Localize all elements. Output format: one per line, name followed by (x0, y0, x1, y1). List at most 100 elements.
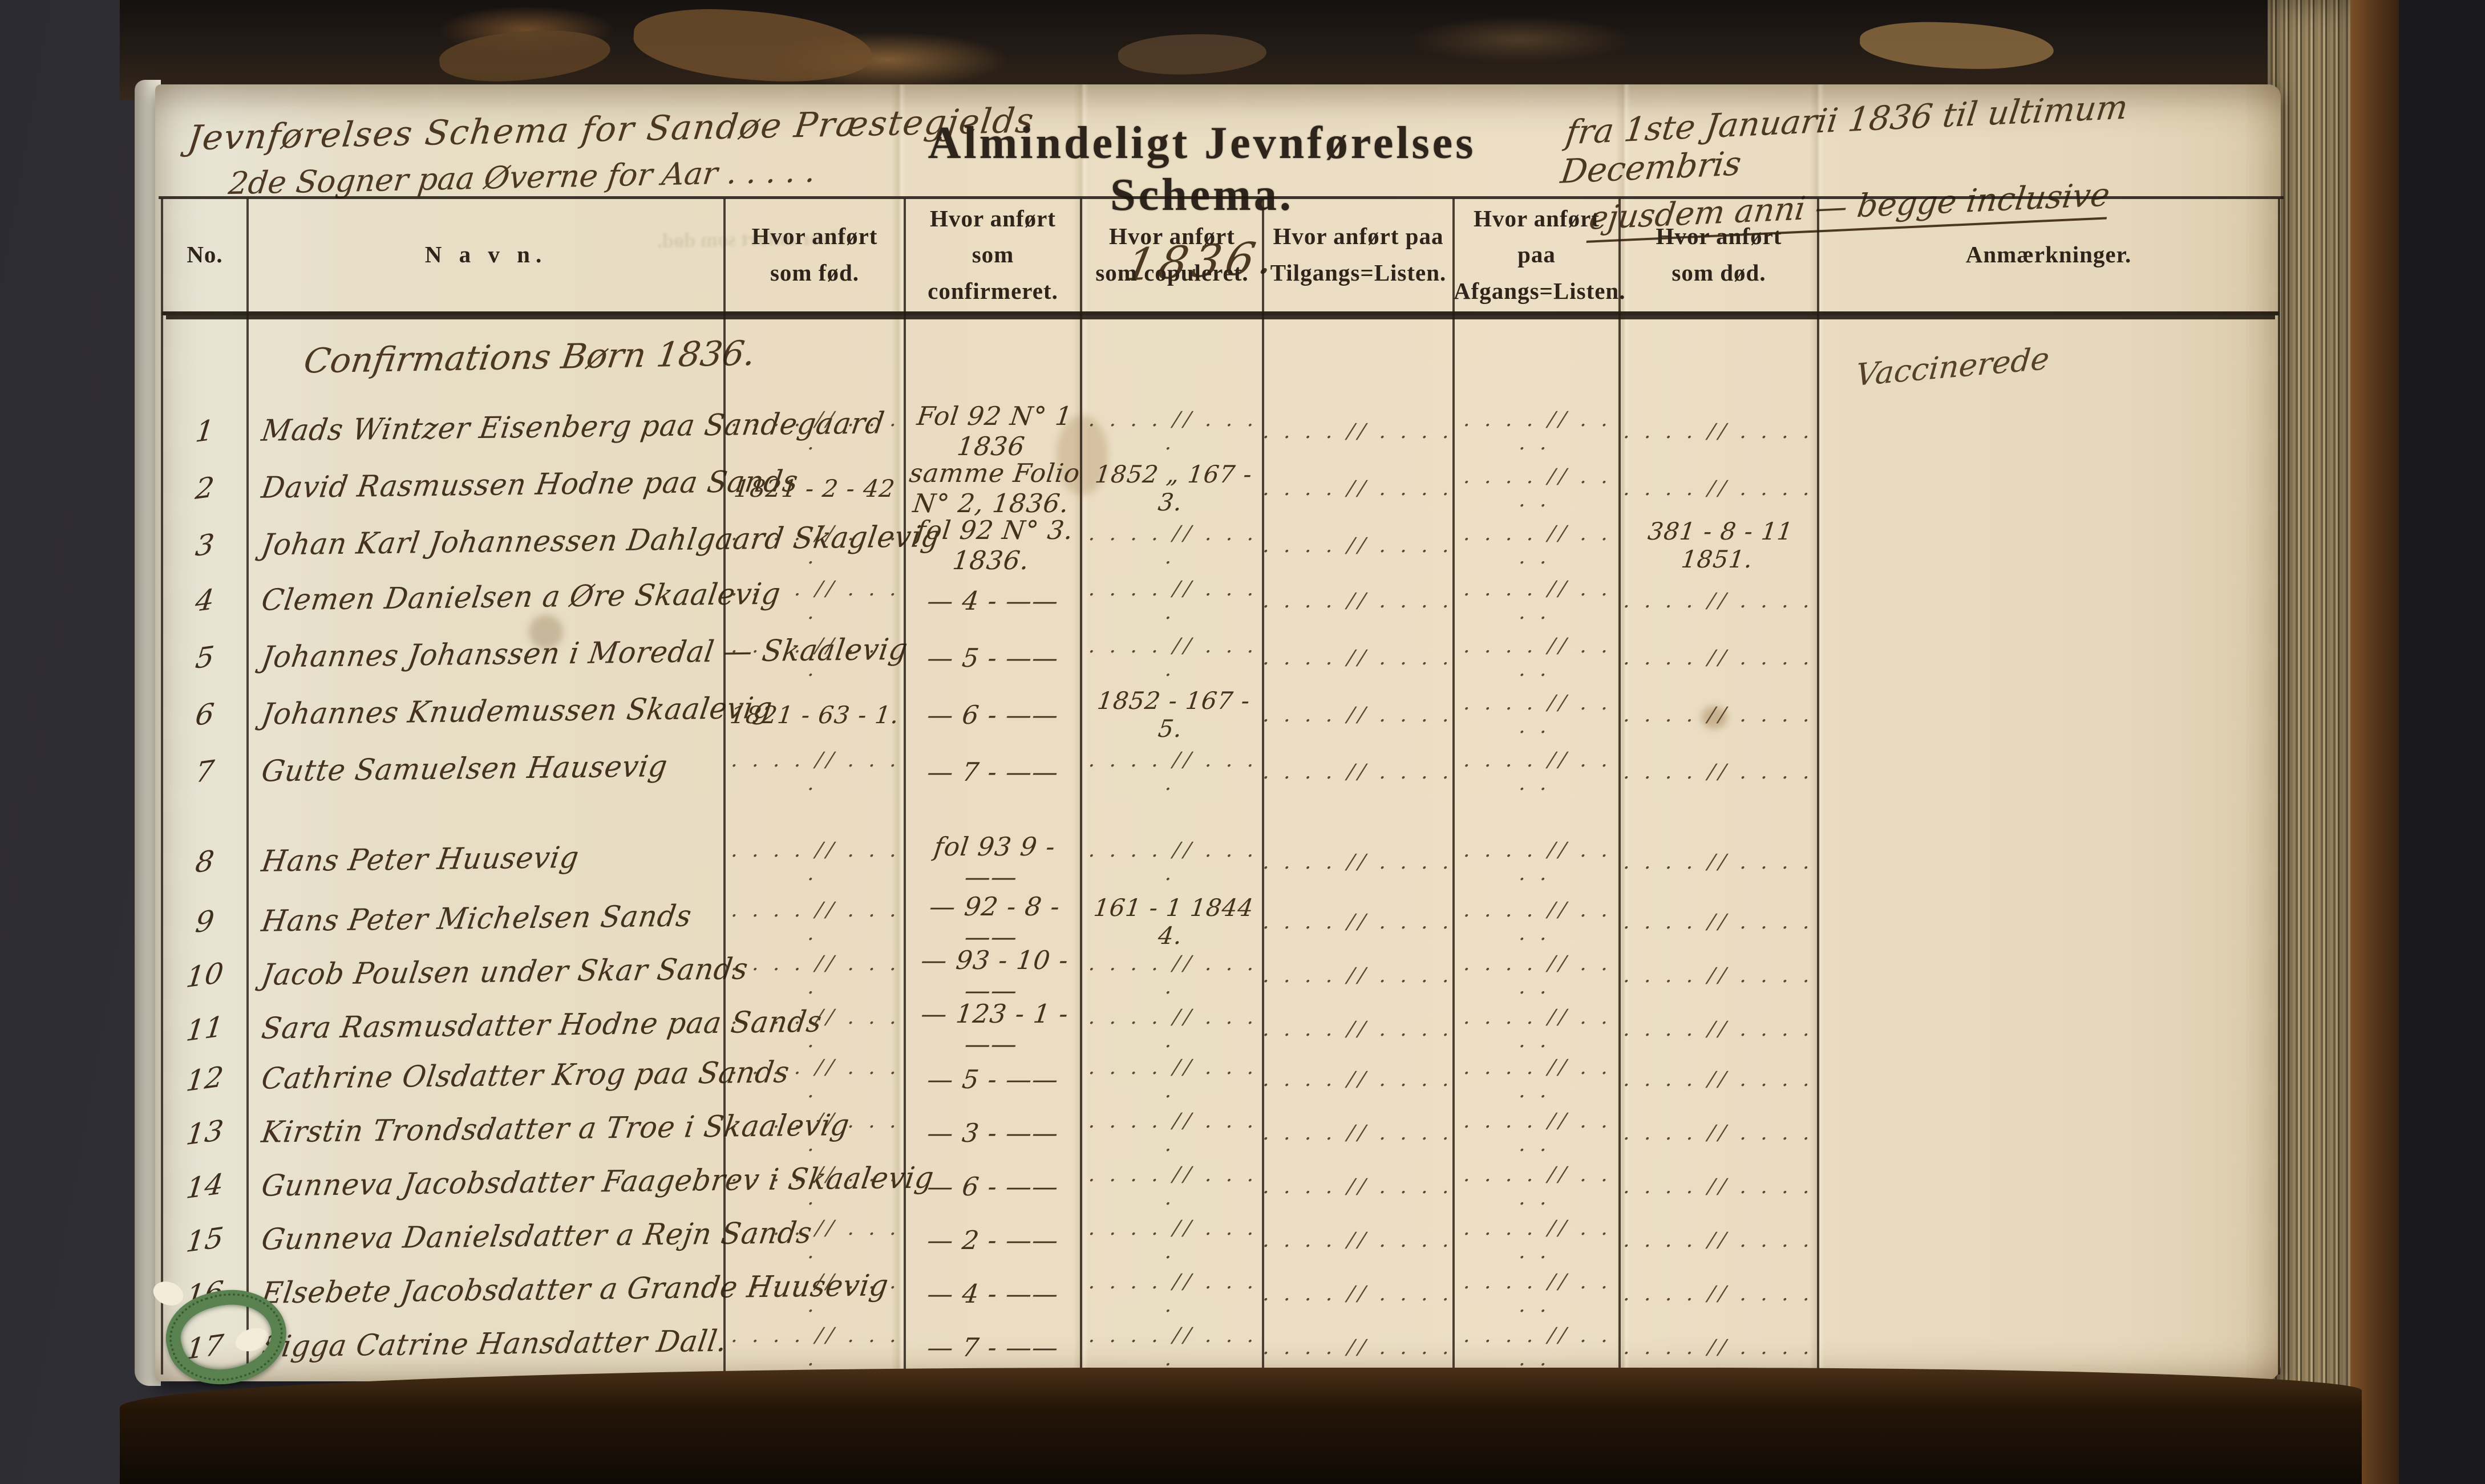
cell-name: Johannes Johanssen i Moredal — Skaalevig (259, 632, 910, 675)
column-rule (246, 198, 249, 1374)
table-row: 5 Johannes Johanssen i Moredal — Skaalevi… (162, 629, 2279, 686)
cell-arrival: . . . . // . . . . (1261, 1335, 1455, 1359)
book-cover-edge (2350, 0, 2402, 1484)
cell-confirmed: fol 93 9 - —— (932, 832, 1058, 892)
cell-confirmed: — 4 - —— (925, 585, 1061, 616)
cell-married: . . . . // . . . . (1087, 634, 1260, 681)
cell-name: David Rasmussen Hodne paa Sands (259, 464, 801, 505)
column-rule (723, 198, 726, 1374)
cell-arrival: . . . . // . . . . (1261, 589, 1455, 613)
cell-confirmed: — 6 - —— (925, 1171, 1061, 1202)
cell-name: Clemen Danielsen a Øre Skaalevig (259, 577, 783, 618)
cell-name: Gutte Samuelsen Hausevig (259, 749, 670, 789)
cell-arrival: . . . . // . . . . (1261, 476, 1455, 500)
column-rule (2278, 198, 2280, 1374)
cell-arrival: . . . . // . . . . (1261, 760, 1455, 784)
cell-arrival: . . . . // . . . . (1261, 1282, 1455, 1305)
cell-no: 2 (193, 471, 216, 506)
cell-married: . . . . // . . . . (1087, 1056, 1260, 1102)
column-header: Hvor anført paa Tilgangs=Listen. (1270, 223, 1447, 286)
cell-confirmed: — 93 - 10 - —— (919, 945, 1071, 1005)
cell-married: . . . . // . . . . (1087, 748, 1260, 795)
cell-no: 6 (193, 697, 216, 732)
cell-born: . . . . // . . . . (730, 898, 902, 945)
cell-confirmed: Fol 92 N° 1 1836 (915, 401, 1074, 461)
table-body: Confirmations Børn 1836. Vaccinerede 1 Ma… (162, 315, 2279, 1374)
cell-born: . . . . // . . . . (730, 408, 902, 455)
cell-arrival: . . . . // . . . . (1261, 1228, 1455, 1252)
cell-name: Gunneva Danielsdatter a Rejn Sands (259, 1215, 815, 1257)
cell-name: Jacob Poulsen under Skar Sands (259, 952, 751, 992)
cell-name: Johannes Knudemussen Skaalevig (259, 691, 775, 732)
cell-name: Sara Rasmusdatter Hodne paa Sands (259, 1004, 824, 1046)
cell-born: . . . . // . . . . (730, 1056, 902, 1102)
column-rule (1618, 198, 1621, 1374)
cell-name: Hans Peter Huusevig (259, 840, 581, 879)
cell-no: 4 (193, 583, 216, 618)
cell-arrival: . . . . // . . . . (1261, 646, 1455, 670)
cell-married: . . . . // . . . . (1087, 522, 1260, 569)
cell-no: 3 (193, 528, 216, 563)
cell-died: . . . . // . . . . (1622, 476, 1816, 500)
cell-departure: . . . . // . . . . (1462, 952, 1614, 999)
page-block-edge (2268, 0, 2353, 1484)
cell-name: Johan Karl Johannessen Dahlgaard Skaglev… (259, 520, 943, 562)
column-rule (1452, 198, 1455, 1374)
cell-died: . . . . // . . . . (1622, 1174, 1816, 1198)
cell-name: Kirstin Trondsdatter a Troe i Skaalevig (259, 1108, 852, 1150)
book-spine-top (120, 0, 2379, 100)
page-crease (1616, 84, 1630, 1381)
cell-married: . . . . // . . . . (1087, 838, 1260, 885)
table-row: 13 Kirstin Trondsdatter a Troe i Skaalevi… (162, 1106, 2279, 1159)
ink-smudge (529, 615, 563, 649)
cell-arrival: . . . . // . . . . (1261, 533, 1455, 557)
cell-married: 1852 „ 167 - 3. (1093, 460, 1254, 516)
cell-died: . . . . // . . . . (1622, 850, 1816, 874)
cell-born: . . . . // . . . . (730, 634, 902, 681)
cell-no: 7 (193, 754, 216, 789)
table-row: 8 Hans Peter Huusevig . . . . // . . . . fo… (162, 832, 2279, 892)
cell-died: 381 - 8 - 11 1851. (1646, 517, 1795, 573)
cell-no: 1 (193, 413, 216, 449)
cell-departure: . . . . // . . . . (1462, 408, 1614, 455)
cell-married: . . . . // . . . . (1087, 408, 1260, 455)
column-header: Hvor anført som copuleret. (1095, 223, 1249, 286)
table-row: 14 Gunneva Jacobsdatter Faagebrev i Skaal… (162, 1159, 2279, 1213)
cell-departure: . . . . // . . . . (1462, 1005, 1614, 1052)
cell-born: 1821 - 63 - 1. (728, 700, 901, 729)
cell-departure: . . . . // . . . . (1462, 691, 1614, 738)
cell-confirmed: fol 92 N° 3. 1836. (914, 515, 1075, 575)
leather-tatter (1859, 19, 2055, 72)
table-row: 12 Cathrine Olsdatter Krog paa Sands. . .… (162, 1052, 2279, 1106)
cell-confirmed: samme Folio N° 2, 1836. (908, 458, 1082, 518)
ink-smudge (1701, 706, 1727, 729)
cell-confirmed: — 5 - —— (925, 1064, 1061, 1094)
cell-born: . . . . // . . . . (730, 577, 902, 624)
table-row: 6 Johannes Knudemussen Skaalevig 1821 - 63… (162, 686, 2279, 743)
column-header: Hvor anført som confirmeret. (928, 205, 1058, 304)
cell-confirmed: — 6 - —— (925, 699, 1061, 730)
cell-departure: . . . . // . . . . (1462, 1217, 1614, 1263)
cell-arrival: . . . . // . . . . (1261, 703, 1455, 727)
cell-departure: . . . . // . . . . (1462, 898, 1614, 945)
cell-married: . . . . // . . . . (1087, 577, 1260, 624)
cell-departure: . . . . // . . . . (1462, 838, 1614, 885)
cell-departure: . . . . // . . . . (1462, 1109, 1614, 1156)
vaccinated-note: Vaccinerede (1854, 340, 2051, 393)
cell-no: 10 (184, 956, 225, 995)
table-row: 17 Sigga Catrine Hansdatter Dall.. . . . … (162, 1320, 2279, 1374)
cell-departure: . . . . // . . . . (1462, 465, 1614, 512)
cell-died: . . . . // . . . . (1622, 760, 1816, 784)
background-right (2399, 0, 2485, 1484)
header-center: Almindeligt Jevnførelses Schema. 1836. (843, 117, 1561, 291)
cell-confirmed: — 5 - —— (925, 642, 1061, 673)
leather-tatter (1117, 30, 1268, 78)
cell-no: 15 (184, 1221, 225, 1259)
leather-tatter (631, 3, 875, 88)
cell-married: . . . . // . . . . (1087, 1163, 1260, 1210)
column-rule (1080, 198, 1082, 1374)
cell-born: . . . . // . . . . (730, 838, 902, 885)
table-header: No. N a v n. Hvor anført som fød. Hvor anfø… (162, 198, 2279, 315)
table-row: 11 Sara Rasmusdatter Hodne paa Sands. . .… (162, 999, 2279, 1059)
